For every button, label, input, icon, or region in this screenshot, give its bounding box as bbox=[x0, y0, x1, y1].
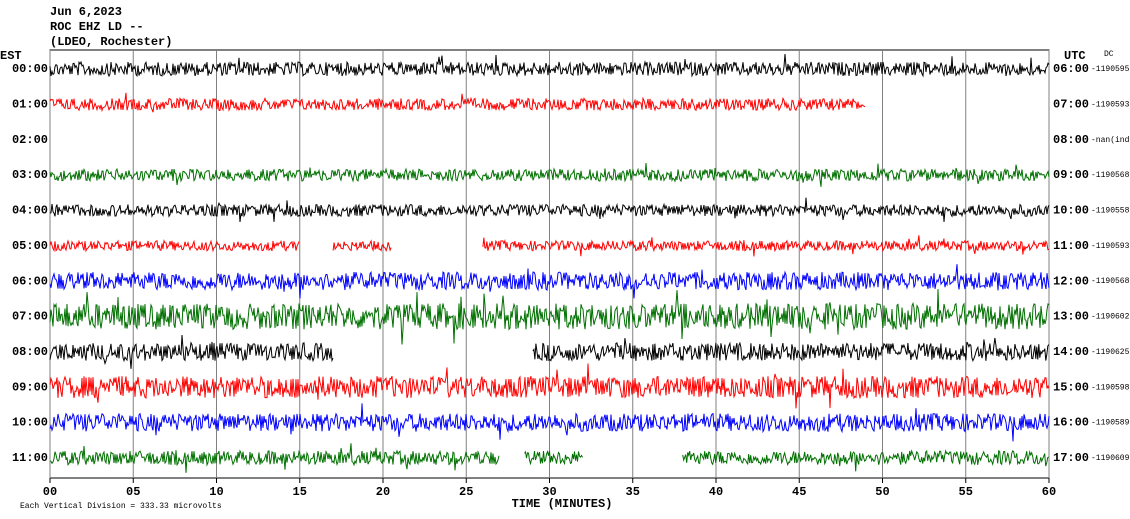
utc-label: 11:00 bbox=[1053, 239, 1089, 253]
est-label: 02:00 bbox=[12, 133, 48, 147]
utc-label: 09:00 bbox=[1053, 168, 1089, 182]
trace bbox=[332, 239, 392, 253]
x-tick-label: 35 bbox=[626, 485, 640, 499]
x-axis-label: TIME (MINUTES) bbox=[512, 497, 613, 511]
left-axis-label: EST bbox=[0, 49, 22, 63]
est-label: 10:00 bbox=[12, 416, 48, 430]
trace bbox=[49, 334, 334, 369]
offset-label: -1190593 bbox=[1091, 100, 1130, 109]
offset-label: -1190625 bbox=[1091, 348, 1130, 357]
offset-label: -1190598 bbox=[1091, 383, 1130, 392]
x-tick-label: 00 bbox=[43, 485, 57, 499]
trace bbox=[49, 443, 500, 473]
utc-label: 08:00 bbox=[1053, 133, 1089, 147]
x-tick-label: 45 bbox=[792, 485, 806, 499]
trace bbox=[49, 239, 300, 253]
trace bbox=[49, 197, 1050, 223]
x-tick-label: 55 bbox=[959, 485, 973, 499]
est-label: 04:00 bbox=[12, 204, 48, 218]
x-tick-label: 20 bbox=[376, 485, 390, 499]
utc-label: 12:00 bbox=[1053, 274, 1089, 288]
offset-label: -1190558 bbox=[1091, 207, 1130, 216]
x-tick-label: 50 bbox=[875, 485, 889, 499]
x-tick-label: 10 bbox=[209, 485, 223, 499]
offset-label: -1190568 bbox=[1091, 277, 1130, 286]
x-tick-label: 30 bbox=[542, 485, 556, 499]
est-label: 00:00 bbox=[12, 62, 48, 76]
offset-label: -nan(ind bbox=[1091, 136, 1130, 145]
utc-label: 10:00 bbox=[1053, 204, 1089, 218]
trace bbox=[682, 449, 1049, 472]
trace bbox=[524, 449, 583, 466]
est-label: 07:00 bbox=[12, 310, 48, 324]
x-tick-label: 60 bbox=[1042, 485, 1056, 499]
utc-label: 14:00 bbox=[1053, 345, 1089, 359]
trace bbox=[49, 403, 1050, 442]
est-label: 06:00 bbox=[12, 274, 48, 288]
title-line: (LDEO, Rochester) bbox=[50, 35, 172, 49]
x-tick-label: 25 bbox=[459, 485, 473, 499]
footnote: Each Vertical Division = 333.33 microvol… bbox=[20, 502, 222, 511]
utc-label: 15:00 bbox=[1053, 380, 1089, 394]
trace bbox=[49, 363, 1050, 409]
right-column-label: DC bbox=[1104, 50, 1114, 59]
right-axis-label: UTC bbox=[1064, 49, 1086, 63]
x-tick-label: 40 bbox=[709, 485, 723, 499]
utc-label: 16:00 bbox=[1053, 416, 1089, 430]
x-tick-label: 15 bbox=[293, 485, 307, 499]
est-label: 05:00 bbox=[12, 239, 48, 253]
offset-label: -1190602 bbox=[1091, 313, 1130, 322]
est-label: 03:00 bbox=[12, 168, 48, 182]
utc-label: 13:00 bbox=[1053, 310, 1089, 324]
trace bbox=[49, 289, 1050, 345]
title-line: Jun 6,2023 bbox=[50, 5, 122, 19]
offset-label: -1190595 bbox=[1091, 65, 1130, 74]
trace bbox=[49, 92, 866, 113]
trace bbox=[532, 337, 1050, 363]
est-label: 11:00 bbox=[12, 451, 48, 465]
est-label: 09:00 bbox=[12, 380, 48, 394]
trace bbox=[49, 264, 1050, 299]
utc-label: 17:00 bbox=[1053, 451, 1089, 465]
title-line: ROC EHZ LD -- bbox=[50, 20, 144, 34]
offset-label: -1190593 bbox=[1091, 242, 1130, 251]
trace bbox=[482, 235, 1049, 257]
offset-label: -1190589 bbox=[1091, 419, 1130, 428]
est-label: 01:00 bbox=[12, 98, 48, 112]
utc-label: 06:00 bbox=[1053, 62, 1089, 76]
x-tick-label: 05 bbox=[126, 485, 140, 499]
offset-label: -1190609 bbox=[1091, 454, 1130, 463]
trace bbox=[49, 54, 1050, 78]
offset-label: -1190568 bbox=[1091, 171, 1130, 180]
est-label: 08:00 bbox=[12, 345, 48, 359]
utc-label: 07:00 bbox=[1053, 98, 1089, 112]
trace bbox=[49, 162, 1050, 187]
